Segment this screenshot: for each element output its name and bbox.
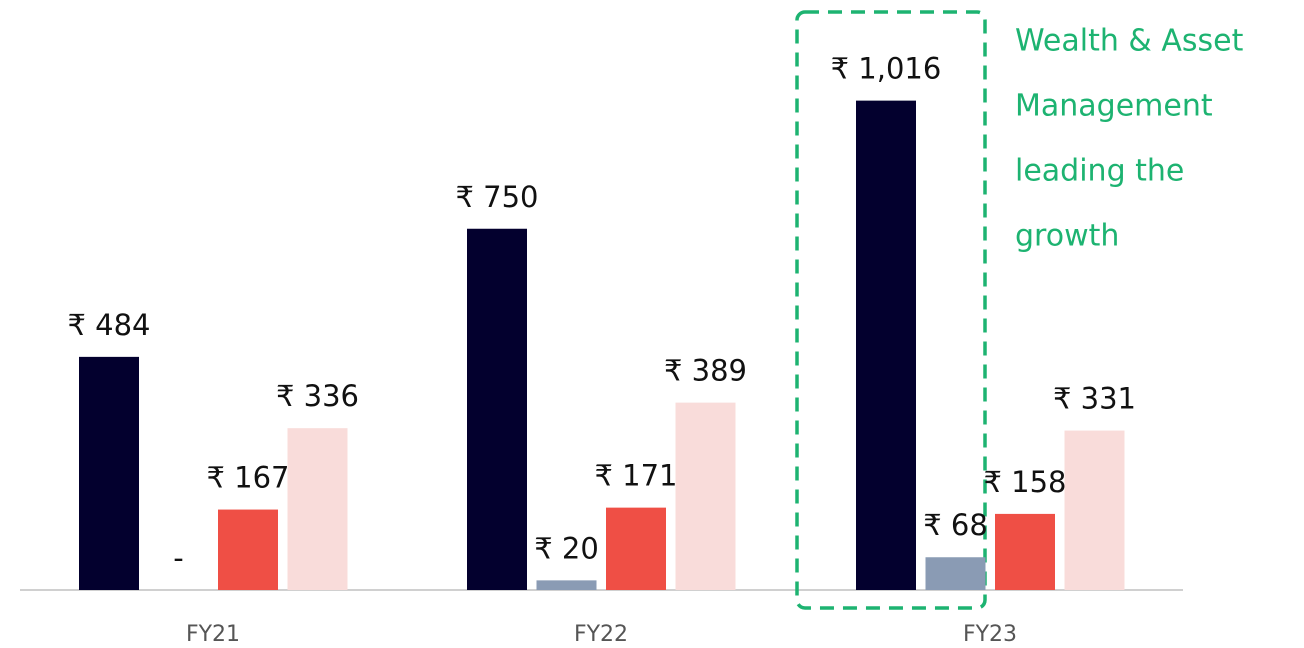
x-tick-label: FY22: [574, 622, 628, 647]
data-label: ₹ 171: [594, 459, 677, 493]
bar: [536, 580, 597, 590]
data-label: ₹ 750: [455, 180, 538, 214]
data-label: ₹ 158: [983, 465, 1066, 499]
data-label: ₹ 167: [206, 461, 289, 495]
bar: [995, 513, 1055, 590]
annotation: Management: [1015, 89, 1213, 124]
bar: [218, 509, 278, 590]
bar: [675, 402, 736, 590]
annotation: Wealth & Asset: [1015, 24, 1244, 59]
annotation: leading the: [1015, 154, 1184, 189]
bar: [287, 428, 348, 590]
highlight-box: [795, 10, 987, 610]
bar: [1064, 430, 1125, 590]
x-tick-label: FY23: [963, 622, 1017, 647]
bar: [606, 507, 666, 590]
data-label: ₹ 68: [923, 508, 988, 542]
bar: [925, 557, 986, 590]
data-label: ₹ 484: [67, 308, 150, 342]
data-label: -: [173, 541, 183, 575]
data-label: ₹ 331: [1053, 382, 1136, 416]
data-label: ₹ 389: [664, 354, 747, 388]
annotation: growth: [1015, 219, 1119, 254]
x-tick-label: FY21: [186, 622, 240, 647]
bar: [467, 228, 527, 590]
data-label: ₹ 20: [534, 531, 599, 565]
data-label: ₹ 1,016: [831, 52, 942, 86]
bar: [79, 356, 139, 590]
bar: [856, 100, 916, 591]
data-label: ₹ 336: [276, 379, 359, 413]
